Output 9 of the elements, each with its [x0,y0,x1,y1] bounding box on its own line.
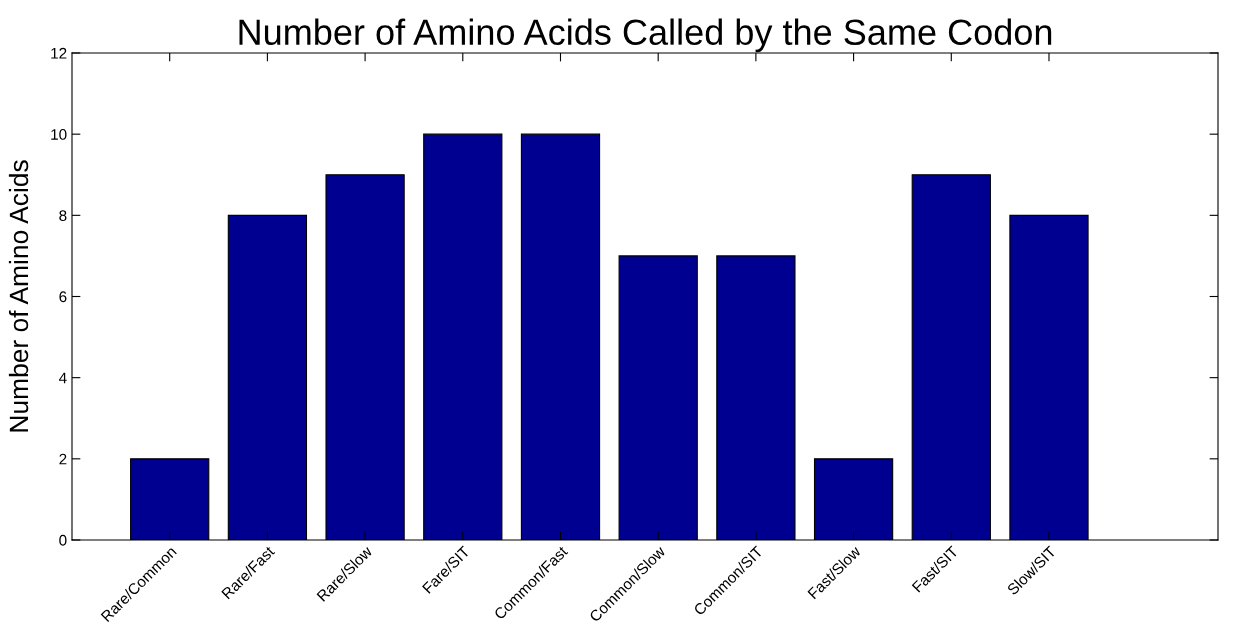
y-tick-label: 6 [59,291,67,303]
y-axis-title: Number of Amino Acids [8,160,29,432]
y-tick-label: 10 [51,129,67,140]
chart-title: Number of Amino Acids Called by the Same Codon [239,18,1052,53]
y-tick-label: 8 [59,210,67,222]
y-tick-label: 2 [59,453,67,465]
y-tick-label: 12 [51,47,67,59]
y-tick-label: 0 [59,534,67,546]
y-tick-label: 4 [58,372,67,384]
